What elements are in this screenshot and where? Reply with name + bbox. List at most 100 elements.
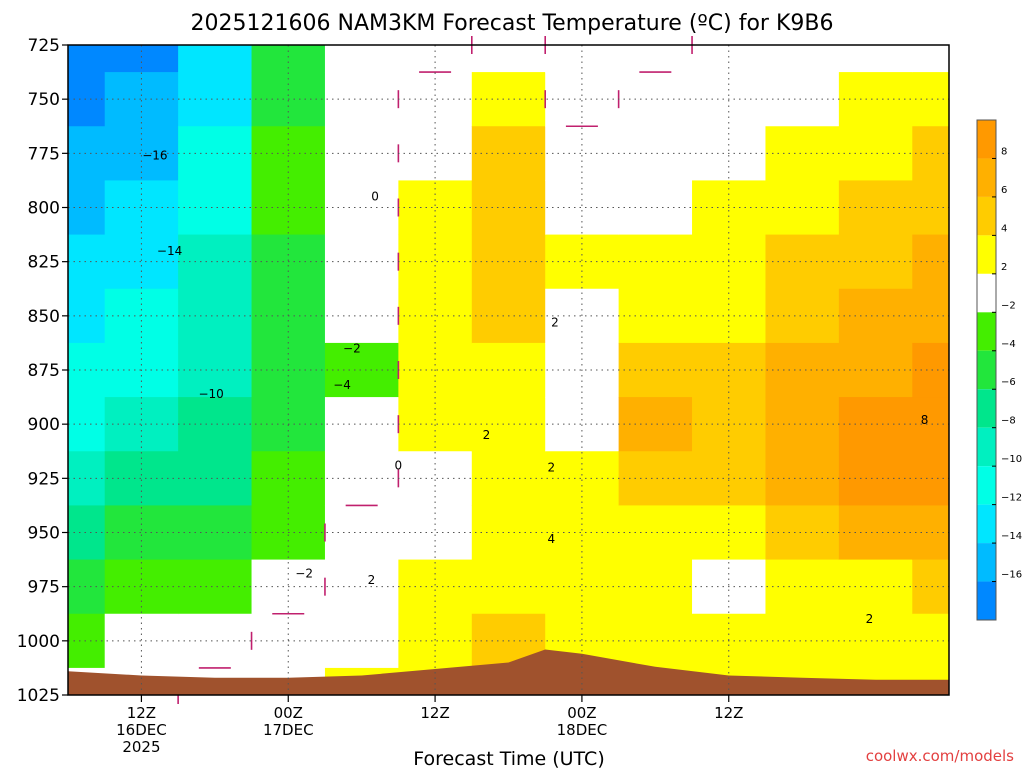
- temperature-cell: [838, 342, 913, 398]
- x-tick-label: 2025: [122, 738, 160, 756]
- contour-label: −4: [333, 378, 351, 392]
- temperature-cell: [618, 451, 693, 506]
- y-tick-label: 900: [28, 415, 60, 435]
- temperature-cell: [838, 288, 913, 344]
- contour-label: −2: [343, 341, 361, 355]
- temperature-cell: [104, 397, 179, 452]
- temperature-cell: [838, 559, 913, 615]
- temperature-cell: [618, 505, 693, 561]
- temperature-cell: [324, 180, 399, 236]
- temperature-cell: [838, 126, 913, 181]
- colorbar-label: −2: [1001, 300, 1016, 311]
- colorbar-frame: [976, 119, 997, 621]
- y-tick-label: 1025: [17, 686, 60, 706]
- temperature-cell: [618, 72, 693, 127]
- contour-label: −16: [142, 149, 167, 163]
- temperature-cell: [838, 397, 913, 452]
- x-tick-label: 00Z: [567, 704, 596, 722]
- contour-label: −14: [157, 244, 182, 258]
- temperature-cell: [324, 505, 399, 561]
- colorbar-bin: [977, 273, 996, 313]
- colorbar-label: −16: [1001, 570, 1022, 581]
- chart-title: 2025121606 NAM3KM Forecast Temperature (…: [191, 11, 834, 36]
- colorbar-bin: [977, 196, 996, 236]
- y-tick-label: 925: [28, 469, 60, 489]
- colorbar-label: −10: [1001, 454, 1022, 465]
- colorbar-bin: [977, 427, 996, 467]
- contour-label: 0: [371, 190, 379, 204]
- temperature-cell: [324, 451, 399, 506]
- temperature-cell: [618, 234, 693, 290]
- colorbar-bin: [977, 350, 996, 390]
- credit-text: coolwx.com/models: [866, 747, 1014, 765]
- temperature-cell: [838, 45, 913, 73]
- x-tick-label: 16DEC: [116, 721, 167, 739]
- y-tick-label: 800: [28, 199, 60, 219]
- y-tick-label: 875: [28, 361, 60, 381]
- x-axis-label: Forecast Time (UTC): [413, 748, 604, 768]
- y-tick-label: 825: [28, 253, 60, 273]
- y-tick-label: 975: [28, 578, 60, 598]
- x-tick-label: 12Z: [127, 704, 156, 722]
- colorbar-label: −4: [1001, 339, 1016, 350]
- temperature-cell: [324, 126, 399, 181]
- colorbar: 8 6 4 2 −2 −4 −6 −8 −10 −12 −14 −16: [976, 119, 1022, 621]
- contour-label: 0: [395, 458, 403, 472]
- y-tick-label: 1000: [17, 632, 60, 652]
- colorbar-label: 4: [1001, 223, 1007, 234]
- colorbar-bin: [977, 543, 996, 582]
- temperature-cell: [765, 45, 840, 73]
- temperature-cell: [618, 613, 693, 669]
- temperature-cell: [618, 126, 693, 181]
- temperature-cell: [324, 234, 399, 290]
- plot-area: −16 −14 −10 −2 −4 0 0 −2 2 2 2 4 2 8 2: [67, 36, 950, 704]
- contour-label: 8: [921, 413, 929, 427]
- temperature-cell: [838, 451, 913, 506]
- colorbar-bin: [977, 581, 996, 620]
- contour-label: −10: [198, 387, 223, 401]
- x-tick-label: 17DEC: [263, 721, 314, 739]
- colorbar-bin: [977, 120, 996, 159]
- temperature-cell: [912, 45, 950, 73]
- colorbar-bin: [977, 312, 996, 351]
- colorbar-label: 6: [1001, 185, 1007, 196]
- temperature-cell: [324, 72, 399, 127]
- y-axis: 725 750 775 800 825 850 875 900 925 950 975 1000 102…: [17, 36, 68, 706]
- temperature-cell: [324, 288, 399, 344]
- colorbar-label: 8: [1001, 146, 1007, 157]
- x-tick-label: 18DEC: [557, 721, 608, 739]
- colorbar-label: −14: [1001, 531, 1022, 542]
- temperature-cell: [838, 72, 913, 127]
- temperature-cell: [104, 288, 179, 344]
- colorbar-bin: [977, 504, 996, 544]
- temperature-cell: [618, 288, 693, 344]
- y-tick-label: 850: [28, 307, 60, 327]
- contour-label: 2: [483, 428, 491, 442]
- temperature-cell: [838, 234, 913, 290]
- temperature-cell: [324, 613, 399, 669]
- x-tick-label: 12Z: [714, 704, 743, 722]
- contour-label: 2: [548, 461, 556, 475]
- colorbar-bin: [977, 235, 996, 274]
- x-tick-label: 00Z: [274, 704, 303, 722]
- temperature-cell: [104, 505, 179, 561]
- temperature-cell: [618, 559, 693, 615]
- temperature-cell: [104, 180, 179, 236]
- colorbar-label: 2: [1001, 262, 1007, 273]
- contour-label: 2: [368, 573, 376, 587]
- temperature-cell: [324, 342, 399, 398]
- colorbar-bin: [977, 158, 996, 197]
- y-tick-label: 950: [28, 524, 60, 544]
- temperature-cell: [618, 397, 693, 452]
- y-tick-label: 725: [28, 36, 60, 56]
- contour-label: 2: [866, 612, 874, 626]
- colorbar-label: −6: [1001, 377, 1016, 388]
- temperature-cell: [618, 180, 693, 236]
- temperature-cell: [324, 559, 399, 615]
- x-tick-label: 12Z: [420, 704, 449, 722]
- temperature-cell: [838, 613, 913, 669]
- colorbar-label: −8: [1001, 416, 1016, 427]
- colorbar-bin: [977, 389, 996, 428]
